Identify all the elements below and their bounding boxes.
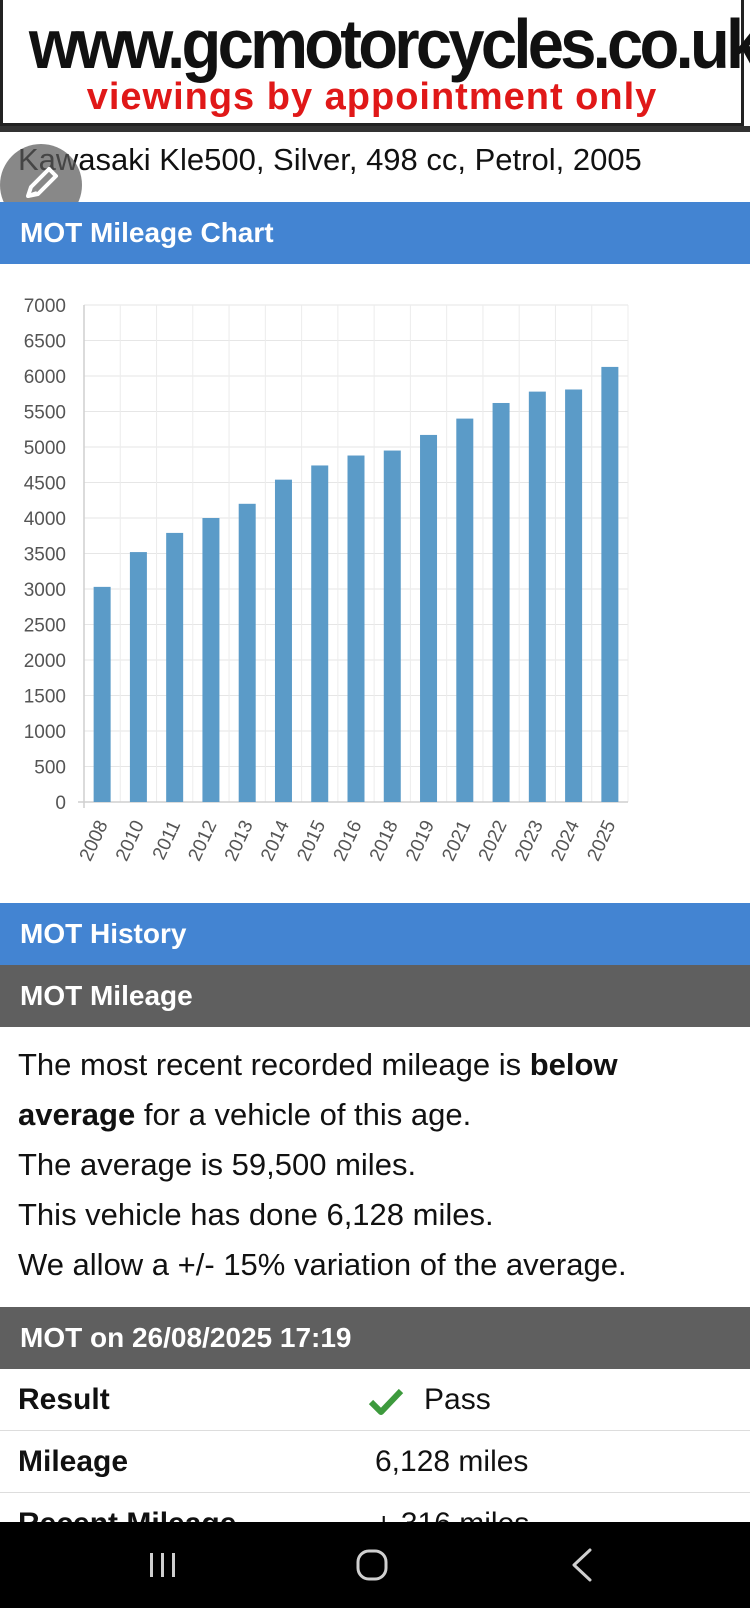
chart-section-header: MOT Mileage Chart — [0, 202, 750, 264]
x-tick-label: 2025 — [583, 817, 620, 864]
bar-2014 — [274, 479, 292, 802]
summary-text-post: for a vehicle of this age. — [135, 1097, 472, 1132]
y-tick-label: 2500 — [24, 616, 66, 637]
bar-2012 — [202, 518, 220, 802]
y-tick-label: 5000 — [24, 438, 66, 459]
y-tick-label: 2000 — [24, 651, 66, 672]
back-button[interactable] — [552, 1540, 612, 1590]
vehicle-summary: Kawasaki Kle500, Silver, 498 cc, Petrol,… — [18, 142, 642, 177]
banner-divider — [0, 126, 750, 132]
x-tick-label: 2014 — [257, 817, 294, 865]
mileage-chart-svg: 0 500 1000 1500 2000 2500 3000 3500 4000 4500 5000… — [24, 296, 629, 865]
bar-2018 — [383, 450, 401, 802]
y-tick-label: 1500 — [24, 687, 66, 708]
recent-apps-button[interactable] — [132, 1540, 192, 1590]
bar-2023 — [528, 391, 546, 802]
y-tick-label: 7000 — [24, 296, 66, 317]
y-tick-label: 1000 — [24, 722, 66, 743]
bar-2024 — [565, 389, 583, 802]
bar-2022 — [492, 402, 510, 802]
bar-2019 — [420, 434, 438, 802]
bar-2021 — [456, 418, 474, 802]
result-row: Result Pass — [0, 1369, 750, 1431]
y-tick-label: 500 — [34, 758, 66, 779]
x-tick-label: 2018 — [366, 817, 403, 864]
y-tick-label: 6500 — [24, 332, 66, 353]
bar-2025 — [601, 366, 619, 802]
x-tick-label: 2010 — [112, 817, 149, 864]
summary-text-pre: The most recent recorded mileage is — [18, 1047, 530, 1082]
x-tick-label: 2022 — [475, 817, 512, 864]
bar-2013 — [238, 503, 256, 802]
bar-2010 — [129, 552, 147, 802]
site-banner: www.gcmotorcycles.co.uk viewings by appo… — [0, 0, 750, 126]
mileage-row: Mileage 6,128 miles — [0, 1431, 750, 1493]
y-tick-label: 3000 — [24, 580, 66, 601]
mileage-summary-line2: The average is 59,500 miles. — [18, 1147, 417, 1182]
y-tick-label: 5500 — [24, 403, 66, 424]
mileage-summary-line3: This vehicle has done 6,128 miles. — [18, 1197, 494, 1232]
mileage-section-header: MOT Mileage — [0, 965, 750, 1027]
pencil-icon — [26, 167, 58, 198]
bar-2016 — [347, 455, 365, 802]
x-tick-label: 2013 — [221, 817, 258, 864]
y-tick-label: 0 — [55, 793, 66, 814]
y-tick-label: 4500 — [24, 474, 66, 495]
home-button[interactable] — [342, 1540, 402, 1590]
bar-2011 — [166, 532, 184, 802]
x-tick-label: 2015 — [293, 817, 330, 864]
mileage-summary: The most recent recorded mileage is belo… — [18, 1040, 738, 1290]
bar-2015 — [311, 465, 329, 802]
banner-tagline: viewings by appointment only — [86, 76, 658, 118]
bar-2008 — [93, 586, 111, 802]
mileage-summary-line4: We allow a +/- 15% variation of the aver… — [18, 1247, 627, 1282]
y-tick-label: 3500 — [24, 545, 66, 566]
system-nav-bar — [0, 1522, 750, 1608]
mileage-summary-line1: The most recent recorded mileage is belo… — [18, 1040, 738, 1140]
x-tick-label: 2021 — [438, 817, 475, 864]
x-tick-label: 2011 — [149, 817, 185, 863]
y-tick-label: 4000 — [24, 509, 66, 530]
result-label: Result — [18, 1383, 110, 1416]
y-tick-label: 6000 — [24, 367, 66, 388]
mot-date-header: MOT on 26/08/2025 17:19 — [0, 1307, 750, 1369]
mileage-label: Mileage — [18, 1445, 129, 1478]
x-tick-label: 2019 — [402, 817, 439, 864]
mileage-chart: 0 500 1000 1500 2000 2500 3000 3500 4000 4500 5000… — [0, 265, 750, 885]
x-tick-label: 2012 — [185, 817, 222, 864]
x-tick-label: 2024 — [547, 817, 584, 865]
x-tick-label: 2023 — [511, 817, 548, 864]
check-icon — [368, 1388, 404, 1415]
x-tick-label: 2016 — [330, 817, 367, 864]
summary-text-bold: below average — [18, 1047, 618, 1132]
history-section-header: MOT History — [0, 903, 750, 965]
mileage-value: 6,128 miles — [375, 1445, 529, 1478]
x-tick-label: 2008 — [76, 817, 113, 864]
result-value: Pass — [424, 1383, 491, 1416]
banner-url: www.gcmotorcycles.co.uk — [28, 5, 750, 83]
